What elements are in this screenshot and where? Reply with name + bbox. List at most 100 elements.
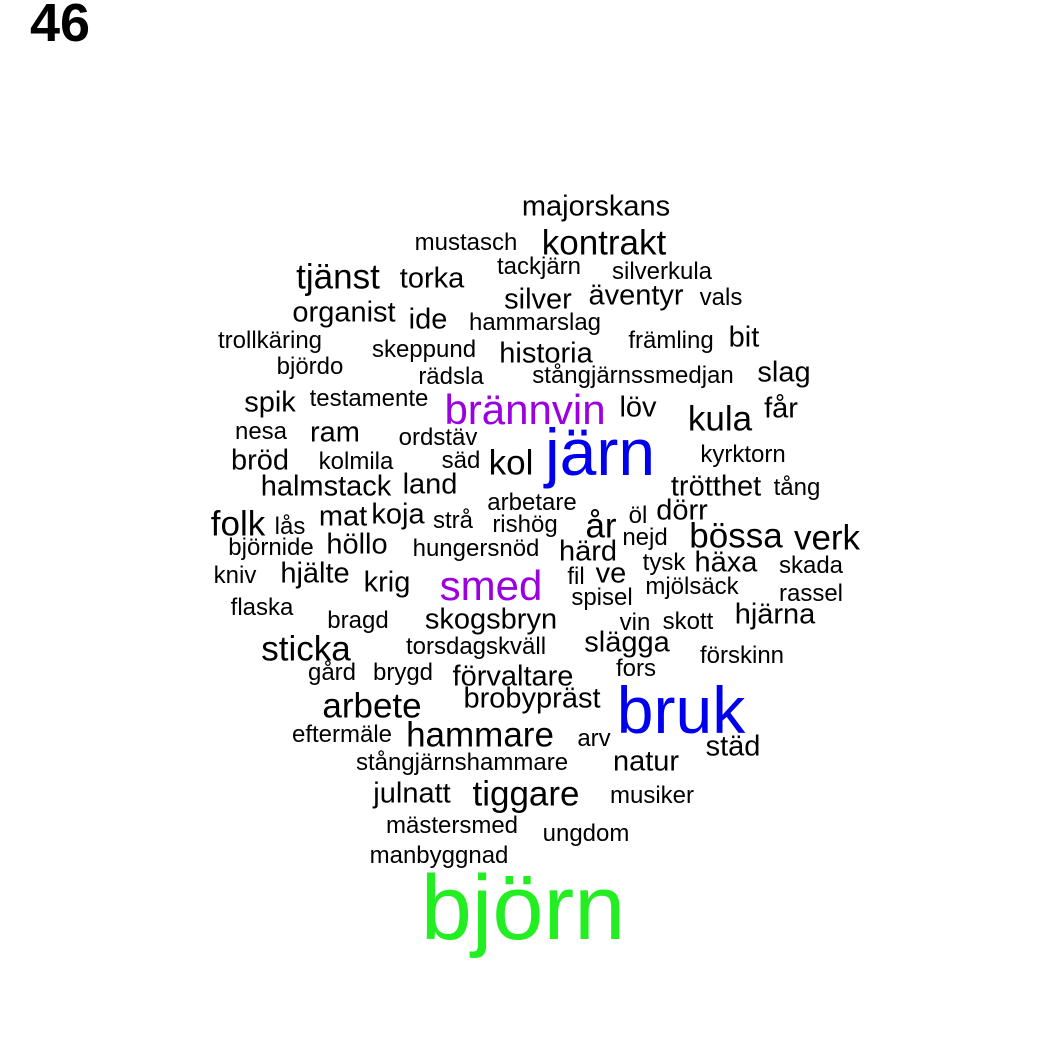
word-hammarslag: hammarslag xyxy=(468,309,602,336)
word-ram: ram xyxy=(310,416,360,449)
word-tjanst: tjänst xyxy=(296,257,380,297)
word-radsla: rädsla xyxy=(418,363,484,390)
word-bragd: bragd xyxy=(327,607,389,634)
word-gard: gård xyxy=(307,659,357,686)
word-bjorn: björn xyxy=(420,857,626,959)
word-flaska: flaska xyxy=(230,594,294,621)
word-ide: ide xyxy=(408,303,448,336)
word-hjalte: hjälte xyxy=(280,557,350,590)
word-jarn: järn xyxy=(544,415,656,489)
word-land: land xyxy=(402,468,458,501)
word-las: lås xyxy=(274,513,306,540)
word-slagga: slägga xyxy=(584,626,670,659)
word-kol: kol xyxy=(488,443,534,483)
word-bjornide: björnide xyxy=(228,534,314,561)
word-testamente: testamente xyxy=(309,385,429,412)
word-vin: vin xyxy=(619,609,651,636)
word-mastersmed: mästersmed xyxy=(385,812,519,839)
word-sad: säd xyxy=(441,447,481,474)
word-skada: skada xyxy=(778,552,844,579)
word-mjolsack: mjölsäck xyxy=(645,573,739,600)
word-nesa: nesa xyxy=(234,418,288,445)
word-hollo: höllo xyxy=(326,528,388,561)
word-natur: natur xyxy=(612,745,680,778)
word-stangjarnshammare: stångjärnshammare xyxy=(355,749,569,776)
word-ol: öl xyxy=(628,502,648,529)
word-smed: smed xyxy=(439,562,543,609)
word-trotthet: trötthet xyxy=(670,470,762,503)
word-kyrktorn: kyrktorn xyxy=(700,441,786,468)
page-number: 46 xyxy=(30,0,91,53)
word-dorr: dörr xyxy=(656,494,708,527)
word-kniv: kniv xyxy=(213,562,257,589)
word-kontrakt: kontrakt xyxy=(541,223,667,263)
word-skogsbryn: skogsbryn xyxy=(424,603,558,636)
word-framling: främling xyxy=(628,327,714,354)
word-tackjarn: tackjärn xyxy=(496,253,582,280)
word-majorskans: majorskans xyxy=(521,190,671,223)
word-aventyr: äventyr xyxy=(588,279,684,312)
word-lov: löv xyxy=(619,391,657,424)
word-brygd: brygd xyxy=(372,659,434,686)
word-tiggare: tiggare xyxy=(472,774,580,814)
word-fors: fors xyxy=(615,655,657,682)
word-krig: krig xyxy=(363,566,411,599)
word-silverkula: silverkula xyxy=(611,258,713,285)
word-torsdagskvall: torsdagskväll xyxy=(405,633,547,660)
word-hjarna: hjärna xyxy=(734,598,816,631)
word-ungdom: ungdom xyxy=(542,820,630,847)
word-forskinn: förskinn xyxy=(699,642,785,669)
word-mat: mat xyxy=(318,500,368,533)
word-brannvin: brännvin xyxy=(444,386,606,433)
word-stad: städ xyxy=(705,730,761,763)
word-arv: arv xyxy=(577,725,611,752)
word-tang: tång xyxy=(773,474,821,501)
word-hammare: hammare xyxy=(406,715,554,755)
word-historia: historia xyxy=(499,337,593,370)
word-rishog: rishög xyxy=(492,511,558,538)
word-far: får xyxy=(764,392,798,425)
word-halmstack: halmstack xyxy=(260,470,392,503)
word-nejd: nejd xyxy=(622,524,668,551)
word-trollkaring: trollkäring xyxy=(217,327,323,354)
word-hard: härd xyxy=(558,535,618,568)
word-brod: bröd xyxy=(230,444,290,477)
word-skeppund: skeppund xyxy=(371,336,477,363)
word-sticka: sticka xyxy=(261,629,351,669)
word-mustasch: mustasch xyxy=(414,229,518,256)
word-fil: fil xyxy=(567,563,585,590)
word-spisel: spisel xyxy=(571,584,633,611)
word-stra: strå xyxy=(432,507,474,534)
word-organist: organist xyxy=(292,296,396,329)
word-torka: torka xyxy=(399,262,465,295)
word-folk: folk xyxy=(210,504,266,544)
word-ar: år xyxy=(585,506,617,546)
word-julnatt: julnatt xyxy=(373,777,451,810)
word-brobyprast: brobypräst xyxy=(463,682,601,715)
word-arbetare: arbetare xyxy=(487,489,577,516)
word-ve: ve xyxy=(595,557,627,590)
word-bit: bit xyxy=(728,321,760,354)
word-eftermale: eftermäle xyxy=(291,721,393,748)
word-slag: slag xyxy=(757,356,811,389)
word-bruk: bruk xyxy=(616,673,746,747)
word-rassel: rassel xyxy=(778,580,844,607)
word-verk: verk xyxy=(793,518,861,558)
word-kolmila: kolmila xyxy=(318,448,394,475)
word-bossa: bössa xyxy=(689,516,783,556)
word-bjordo: björdo xyxy=(276,353,344,380)
word-skott: skott xyxy=(662,608,714,635)
word-arbete: arbete xyxy=(322,686,422,726)
word-haxa: häxa xyxy=(694,546,758,579)
word-stangjarnssmedjan: stångjärnssmedjan xyxy=(532,362,734,389)
word-vals: vals xyxy=(699,284,743,311)
word-manbyggnad: manbyggnad xyxy=(369,842,509,869)
word-koja: koja xyxy=(371,498,425,531)
word-kula: kula xyxy=(687,399,753,439)
word-silver: silver xyxy=(504,283,572,316)
word-tysk: tysk xyxy=(642,549,686,576)
word-ordstav: ordstäv xyxy=(398,424,478,451)
word-forvaltare: förvaltare xyxy=(452,660,574,693)
word-musiker: musiker xyxy=(609,782,695,809)
